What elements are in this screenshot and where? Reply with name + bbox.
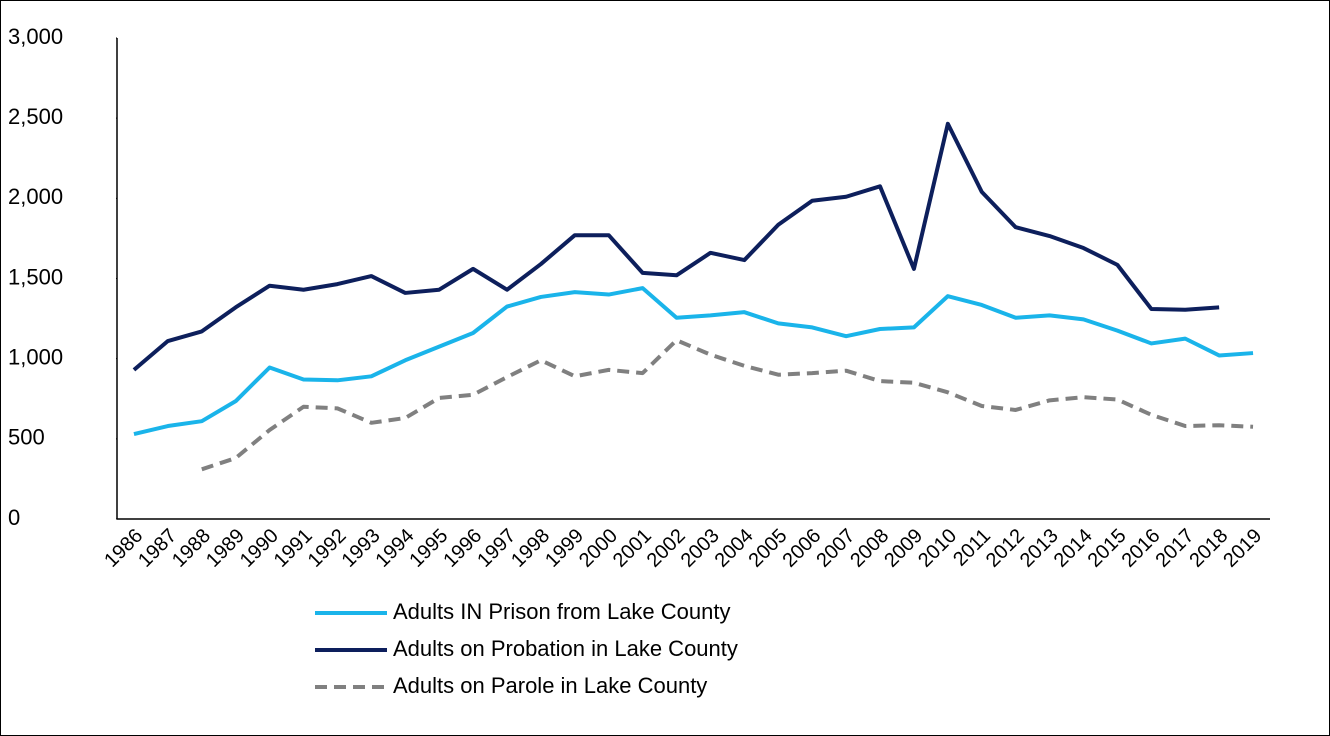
series-line	[132, 121, 1220, 372]
y-tick-label: 1,000	[8, 344, 63, 369]
legend-label: Adults on Parole in Lake County	[393, 673, 707, 698]
series-line	[201, 338, 1254, 472]
y-tick-label: 2,000	[8, 184, 63, 209]
y-tick-label: 0	[8, 505, 20, 530]
y-tick-label: 1,500	[8, 264, 63, 289]
legend-label: Adults IN Prison from Lake County	[393, 599, 730, 624]
y-tick-label: 3,000	[8, 24, 63, 49]
y-tick-label: 500	[8, 425, 45, 450]
y-tick-label: 2,500	[8, 104, 63, 129]
legend-label: Adults on Probation in Lake County	[393, 636, 738, 661]
series-line	[133, 286, 1254, 436]
